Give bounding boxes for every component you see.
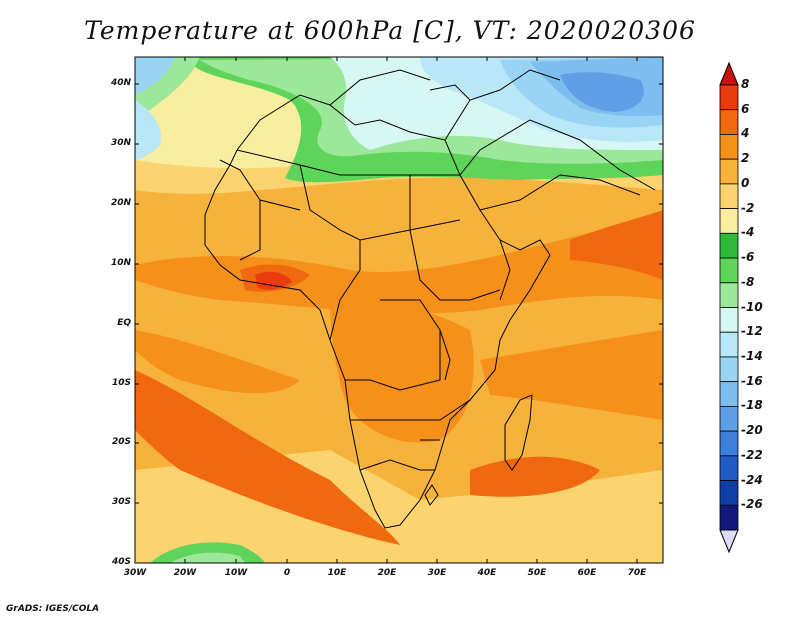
colorbar-swatch <box>719 232 739 259</box>
colorbar-label: -18 <box>741 398 763 413</box>
colorbar-swatch <box>719 356 739 383</box>
colorbar-swatch <box>719 282 739 308</box>
lat-label: 10S <box>111 378 131 388</box>
lon-label: 20E <box>377 568 397 578</box>
lon-label: 60E <box>577 568 597 578</box>
colorbar-swatch <box>719 158 739 185</box>
colorbar-swatch <box>719 307 739 333</box>
colorbar-top-arrow <box>719 61 739 86</box>
lon-label: 70E <box>627 568 647 578</box>
colorbar-label: -20 <box>741 423 763 438</box>
footer-credit: GrADS: IGES/COLA <box>6 604 100 614</box>
lon-label: 20W <box>173 568 197 578</box>
colorbar-label: -14 <box>741 348 763 363</box>
colorbar-swatch <box>719 134 739 160</box>
lon-label: 40E <box>477 568 497 578</box>
lon-label: 0 <box>283 568 291 578</box>
lon-label: 30W <box>123 568 147 578</box>
lon-label: 10W <box>224 568 248 578</box>
colorbar-label: -24 <box>741 472 763 487</box>
colorbar-label: -22 <box>741 447 763 462</box>
axis-ticks <box>135 57 663 563</box>
colorbar-swatch <box>719 405 739 432</box>
colorbar-label: -12 <box>741 324 763 339</box>
colorbar-swatch <box>719 183 739 210</box>
temperature-field <box>135 57 663 563</box>
lat-label: 10N <box>110 258 131 268</box>
colorbar <box>719 61 739 554</box>
lat-label: 20S <box>111 437 131 447</box>
colorbar-label: -2 <box>741 200 755 215</box>
lat-label: 40N <box>110 78 131 88</box>
lat-label: 30S <box>111 497 131 507</box>
colorbar-label: -8 <box>741 274 755 289</box>
colorbar-label: 0 <box>741 175 750 190</box>
map-frame <box>134 56 664 564</box>
colorbar-swatch <box>719 504 739 531</box>
colorbar-label: 8 <box>741 77 750 91</box>
colorbar-label: 2 <box>741 151 750 166</box>
coastlines <box>204 69 656 529</box>
lon-label: 30E <box>427 568 447 578</box>
colorbar-label: -16 <box>741 373 763 388</box>
colorbar-swatch <box>719 381 739 407</box>
lat-label: EQ <box>117 318 131 328</box>
colorbar-swatch <box>719 455 739 481</box>
colorbar-swatch <box>719 430 739 457</box>
colorbar-swatch <box>719 84 739 111</box>
lat-label: 20N <box>110 198 131 208</box>
colorbar-label: -4 <box>741 225 755 240</box>
lat-label: 30N <box>110 138 131 148</box>
colorbar-label: 4 <box>741 126 750 141</box>
lon-label: 10E <box>327 568 347 578</box>
colorbar-label: -10 <box>741 299 763 314</box>
colorbar-bottom-arrow <box>719 529 739 554</box>
colorbar-label: 6 <box>741 101 750 116</box>
colorbar-swatch <box>719 109 739 135</box>
colorbar-label: -6 <box>741 250 755 265</box>
colorbar-swatch <box>719 208 739 234</box>
colorbar-swatch <box>719 480 739 506</box>
lat-label: 40S <box>111 557 131 567</box>
colorbar-swatch <box>719 257 739 284</box>
map-title: Temperature at 600hPa [C], VT: 202002030… <box>84 16 696 45</box>
colorbar-label: -26 <box>741 497 763 512</box>
colorbar-swatch <box>719 331 739 358</box>
lon-label: 50E <box>527 568 547 578</box>
